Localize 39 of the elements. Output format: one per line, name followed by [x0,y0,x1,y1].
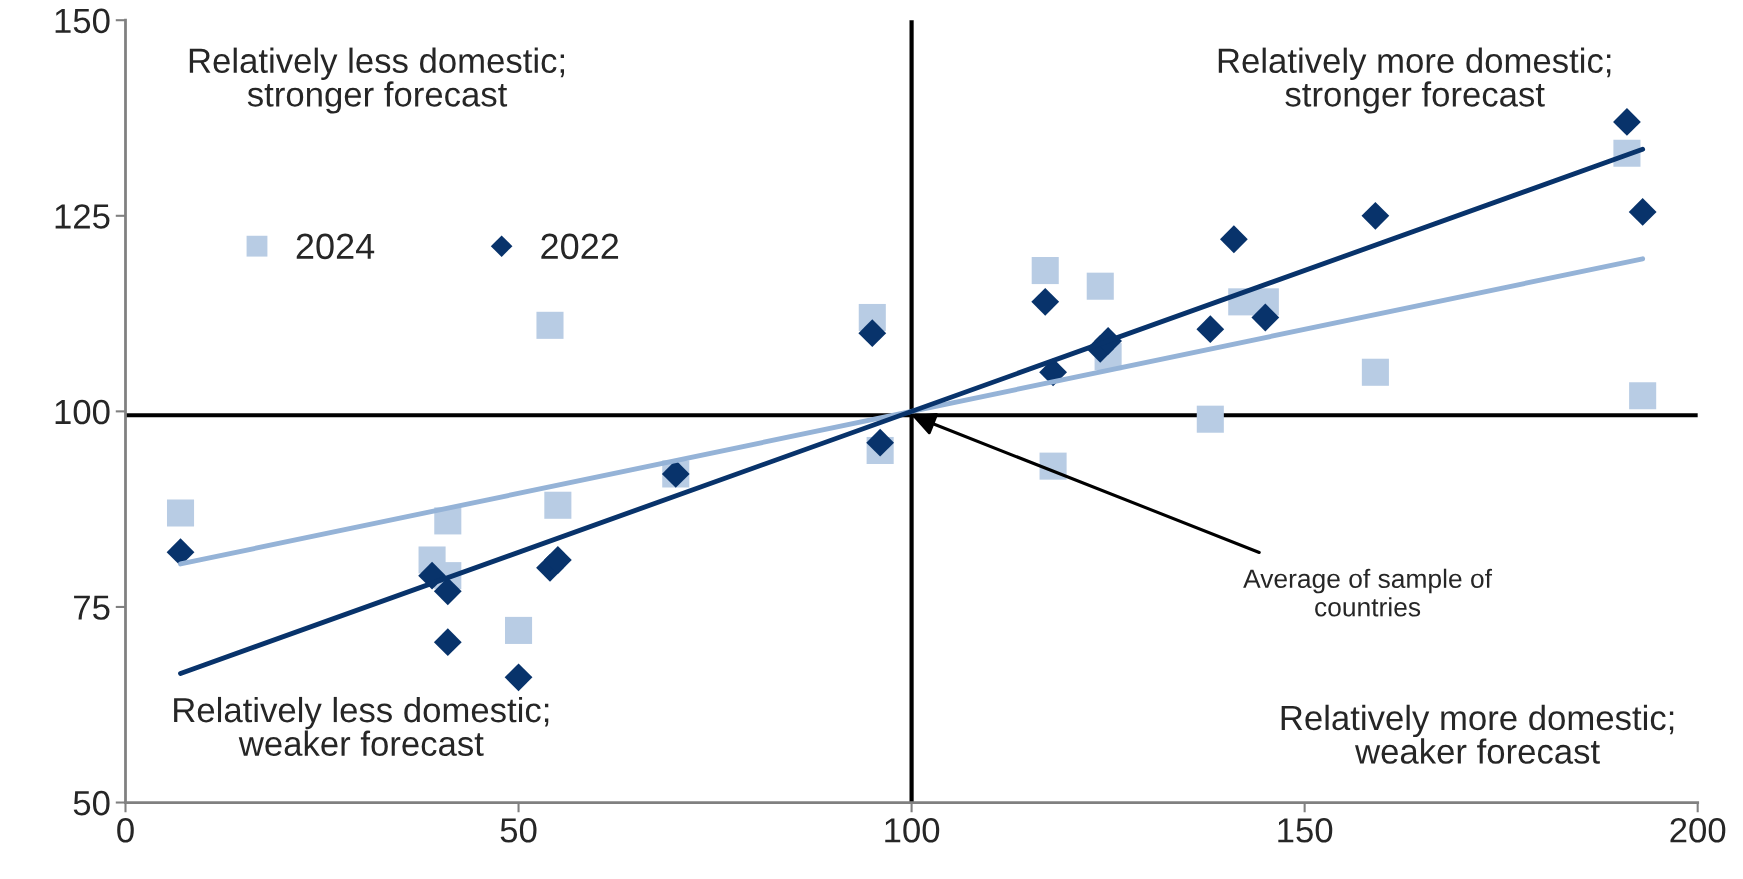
point [433,628,462,657]
point [505,616,533,644]
point [1613,108,1641,136]
point [1220,225,1248,254]
x-tick-label: 50 [500,818,537,843]
point [1196,315,1225,344]
y-tick-label: 150 [55,8,110,34]
point [1031,287,1060,316]
point [858,319,887,348]
annotation: Average of sample of countries [1243,568,1493,617]
point [1361,201,1390,230]
x-tick-label: 150 [1278,818,1333,843]
point [1031,257,1059,285]
y-tick-label: 75 [74,595,110,620]
point [1086,272,1114,300]
point [166,499,195,527]
point [544,491,572,519]
annotation: Relatively more domestic; weaker forecast [1281,704,1674,764]
point [1196,405,1224,433]
legend-label: 2024 [296,233,375,260]
point [504,663,533,692]
point [1629,382,1657,410]
annotation: Relatively less domestic; stronger forecast [189,47,565,114]
annotation: Relatively less domestic; weaker forecast [174,696,549,757]
point [433,577,462,606]
y-tick-label: 50 [73,790,110,816]
annotation: Relatively more domestic; stronger forecast [1218,47,1611,114]
point [536,311,564,339]
x-tick-label: 200 [1670,818,1726,843]
x-tick-label: 100 [885,818,940,843]
legend-label: 2022 [541,233,619,260]
x-tick-label: 0 [117,818,134,843]
point [1628,197,1657,226]
point [543,546,572,574]
point [1361,358,1389,386]
point [866,428,895,457]
point [1251,303,1280,332]
y-tick-label: 125 [55,204,110,229]
y-tick-label: 100 [55,399,110,425]
